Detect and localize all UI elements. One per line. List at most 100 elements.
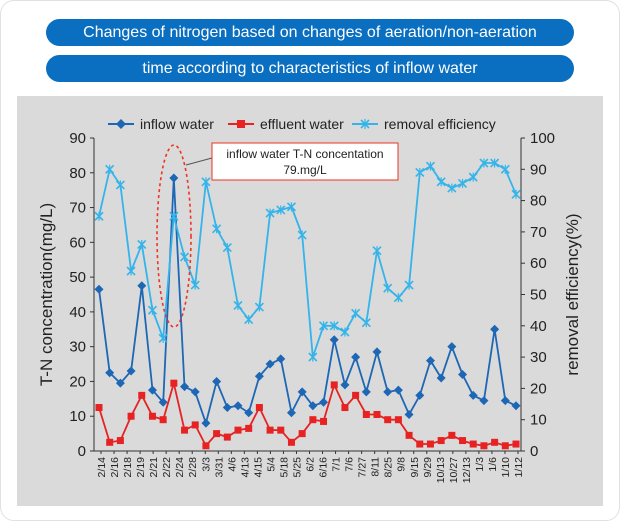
- inflow-point: [425, 356, 435, 366]
- inflow-point: [340, 380, 350, 390]
- x-tick-label: 5/4: [265, 457, 277, 472]
- effluent-point: [491, 438, 499, 446]
- efficiency-point: [105, 164, 115, 174]
- left-tick-label: 0: [78, 443, 86, 460]
- inflow-point: [254, 371, 264, 381]
- inflow-point: [244, 408, 254, 418]
- right-tick-label: 0: [530, 443, 538, 460]
- effluent-point: [213, 430, 221, 438]
- x-tick-label: 7/27: [357, 457, 369, 478]
- left-tick-label: 40: [69, 304, 86, 321]
- right-tick-label: 70: [530, 224, 547, 241]
- effluent-point: [191, 421, 199, 429]
- x-tick-label: 2/14: [96, 457, 108, 478]
- effluent-point: [394, 416, 402, 424]
- inflow-point: [286, 408, 296, 418]
- efficiency-point: [383, 283, 393, 293]
- effluent-point: [159, 416, 167, 424]
- inflow-point: [468, 390, 478, 400]
- efficiency-point: [276, 205, 286, 215]
- x-tick-label: 3/3: [200, 457, 212, 472]
- effluent-point: [234, 426, 242, 434]
- left-tick-label: 60: [69, 234, 86, 251]
- annotation-text-line-1: inflow water T-N concentation: [226, 147, 383, 161]
- inflow-point: [126, 366, 136, 376]
- inflow-point: [436, 373, 446, 383]
- inflow-point: [500, 396, 510, 406]
- x-tick-label: 12/13: [461, 457, 473, 483]
- inflow-point: [447, 342, 457, 352]
- effluent-point: [459, 437, 467, 445]
- x-tick-label: 10/27: [448, 457, 460, 483]
- title-banner-line-2: time according to characteristics of inf…: [46, 55, 574, 82]
- x-tick-label: 7/1: [331, 457, 343, 472]
- efficiency-point: [201, 177, 211, 187]
- effluent-point: [373, 410, 381, 418]
- legend-marker-diamond: [116, 119, 126, 129]
- effluent-point: [127, 412, 135, 420]
- inflow-point: [479, 396, 489, 406]
- left-tick-label: 50: [69, 269, 86, 286]
- efficiency-point: [361, 318, 371, 328]
- efficiency-point: [340, 327, 350, 337]
- efficiency-point: [286, 202, 297, 212]
- efficiency-point: [297, 230, 307, 240]
- efficiency-point: [500, 164, 510, 174]
- x-tick-label: 4/13: [239, 457, 251, 478]
- legend-label: removal efficiency: [384, 116, 496, 132]
- inflow-point: [458, 369, 468, 379]
- x-tick-label: 8/25: [383, 457, 395, 478]
- inflow-point: [201, 418, 211, 428]
- efficiency-point: [212, 224, 222, 234]
- efficiency-point: [329, 321, 339, 331]
- effluent-point: [416, 440, 424, 448]
- effluent-point: [405, 431, 413, 439]
- left-tick-label: 80: [69, 165, 86, 182]
- effluent-point: [277, 426, 285, 434]
- inflow-point: [319, 397, 329, 407]
- annotation-leader: [185, 157, 213, 166]
- inflow-point: [94, 284, 104, 294]
- inflow-point: [276, 354, 286, 364]
- right-tick-label: 60: [530, 255, 547, 272]
- efficiency-point: [436, 177, 446, 187]
- x-tick-label: 9/8: [396, 457, 408, 472]
- efficiency-point: [308, 352, 318, 362]
- annotation-text-line-2: 79.mg/L: [283, 163, 327, 177]
- efficiency-point: [372, 246, 382, 256]
- effluent-point: [330, 381, 338, 389]
- right-tick-label: 80: [530, 193, 547, 210]
- efficiency-point: [158, 333, 168, 343]
- inflow-point: [372, 347, 382, 357]
- effluent-point: [341, 404, 349, 412]
- effluent-point: [138, 391, 146, 399]
- inflow-point: [147, 385, 157, 395]
- x-tick-label: 2/19: [135, 457, 147, 478]
- inflow-point: [329, 335, 339, 345]
- series-line-removal-efficiency: [98, 162, 517, 358]
- x-tick-label: 3/31: [213, 457, 225, 478]
- efficiency-point: [457, 178, 468, 188]
- efficiency-point: [490, 158, 500, 168]
- efficiency-point: [254, 302, 264, 312]
- legend-marker-square: [237, 120, 245, 128]
- right-tick-label: 100: [530, 130, 555, 147]
- y-axis-title: T-N concentration(mg/L): [37, 203, 56, 386]
- efficiency-point: [511, 189, 521, 199]
- right-tick-label: 30: [530, 349, 547, 366]
- x-tick-label: 2/18: [122, 457, 134, 478]
- effluent-point: [106, 438, 114, 446]
- effluent-point: [298, 430, 306, 438]
- effluent-point: [501, 442, 509, 450]
- efficiency-point: [425, 161, 436, 171]
- efficiency-point: [233, 300, 243, 311]
- efficiency-point: [190, 280, 200, 290]
- legend-label: effluent water: [260, 116, 344, 132]
- efficiency-point: [115, 180, 125, 190]
- effluent-point: [181, 426, 189, 434]
- x-tick-label: 4/6: [226, 457, 238, 472]
- inflow-point: [190, 387, 200, 397]
- x-tick-label: 5/25: [291, 457, 303, 478]
- x-tick-label: 6/16: [318, 457, 330, 478]
- effluent-point: [255, 404, 263, 412]
